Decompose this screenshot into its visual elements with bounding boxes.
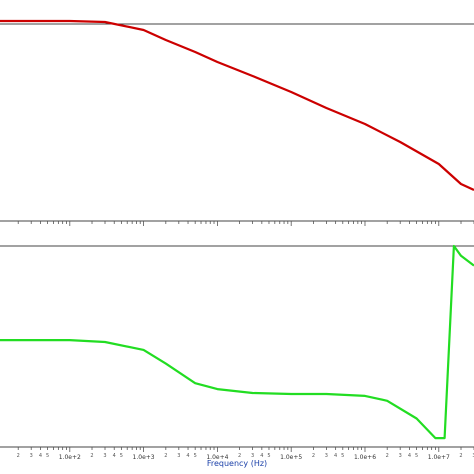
x-axis-label: Frequency (Hz) <box>207 459 267 468</box>
x-minor-tick-label: 3 <box>30 453 33 459</box>
x-tick-label: 1.0e+6 <box>354 454 376 461</box>
x-minor-tick-label: 4 <box>39 453 42 459</box>
x-minor-tick-label: 5 <box>120 453 123 459</box>
x-minor-tick-label: 3 <box>177 453 180 459</box>
magnitude-panel <box>0 19 474 226</box>
x-minor-tick-label: 3 <box>103 453 106 459</box>
x-minor-tick-label: 4 <box>408 453 411 459</box>
x-tick-label: 1.0e+5 <box>280 454 302 461</box>
x-minor-tick-label: 3 <box>251 453 254 459</box>
x-minor-tick-label: 2 <box>386 453 389 459</box>
x-minor-tick-label: 4 <box>113 453 116 459</box>
x-tick-label: 1.0e+2 <box>59 454 81 461</box>
phase-panel: 1.0e+2 1.0e+3 1.0e+4 1.0e+5 1.0e+6 1.0e+72 3 4 5… <box>0 244 474 461</box>
x-tick-label: 1.0e+7 <box>428 454 450 461</box>
x-minor-tick-label: 4 <box>260 453 263 459</box>
x-minor-tick-label: 2 <box>238 453 241 459</box>
x-minor-tick-label: 5 <box>267 453 270 459</box>
x-minor-tick-label: 2 <box>90 453 93 459</box>
x-minor-tick-label: 5 <box>46 453 49 459</box>
x-minor-tick-label: 4 <box>334 453 337 459</box>
magnitude-series-line <box>0 19 474 191</box>
x-minor-tick-label: 2 <box>17 453 20 459</box>
x-minor-tick-label: 5 <box>415 453 418 459</box>
x-minor-tick-label: 2 <box>164 453 167 459</box>
x-minor-tick-label: 3 <box>399 453 402 459</box>
x-minor-tick-label: 2 <box>312 453 315 459</box>
x-tick-label: 1.0e+3 <box>133 454 155 461</box>
x-minor-tick-label: 5 <box>194 453 197 459</box>
x-minor-tick-label: 4 <box>186 453 189 459</box>
x-minor-tick-label: 5 <box>341 453 344 459</box>
x-minor-tick-label: 3 <box>472 453 474 459</box>
x-minor-tick-label: 3 <box>325 453 328 459</box>
x-tick-label: 1.0e+4 <box>206 454 228 461</box>
x-minor-tick-label: 2 <box>459 453 462 459</box>
phase-series-line <box>0 244 474 440</box>
